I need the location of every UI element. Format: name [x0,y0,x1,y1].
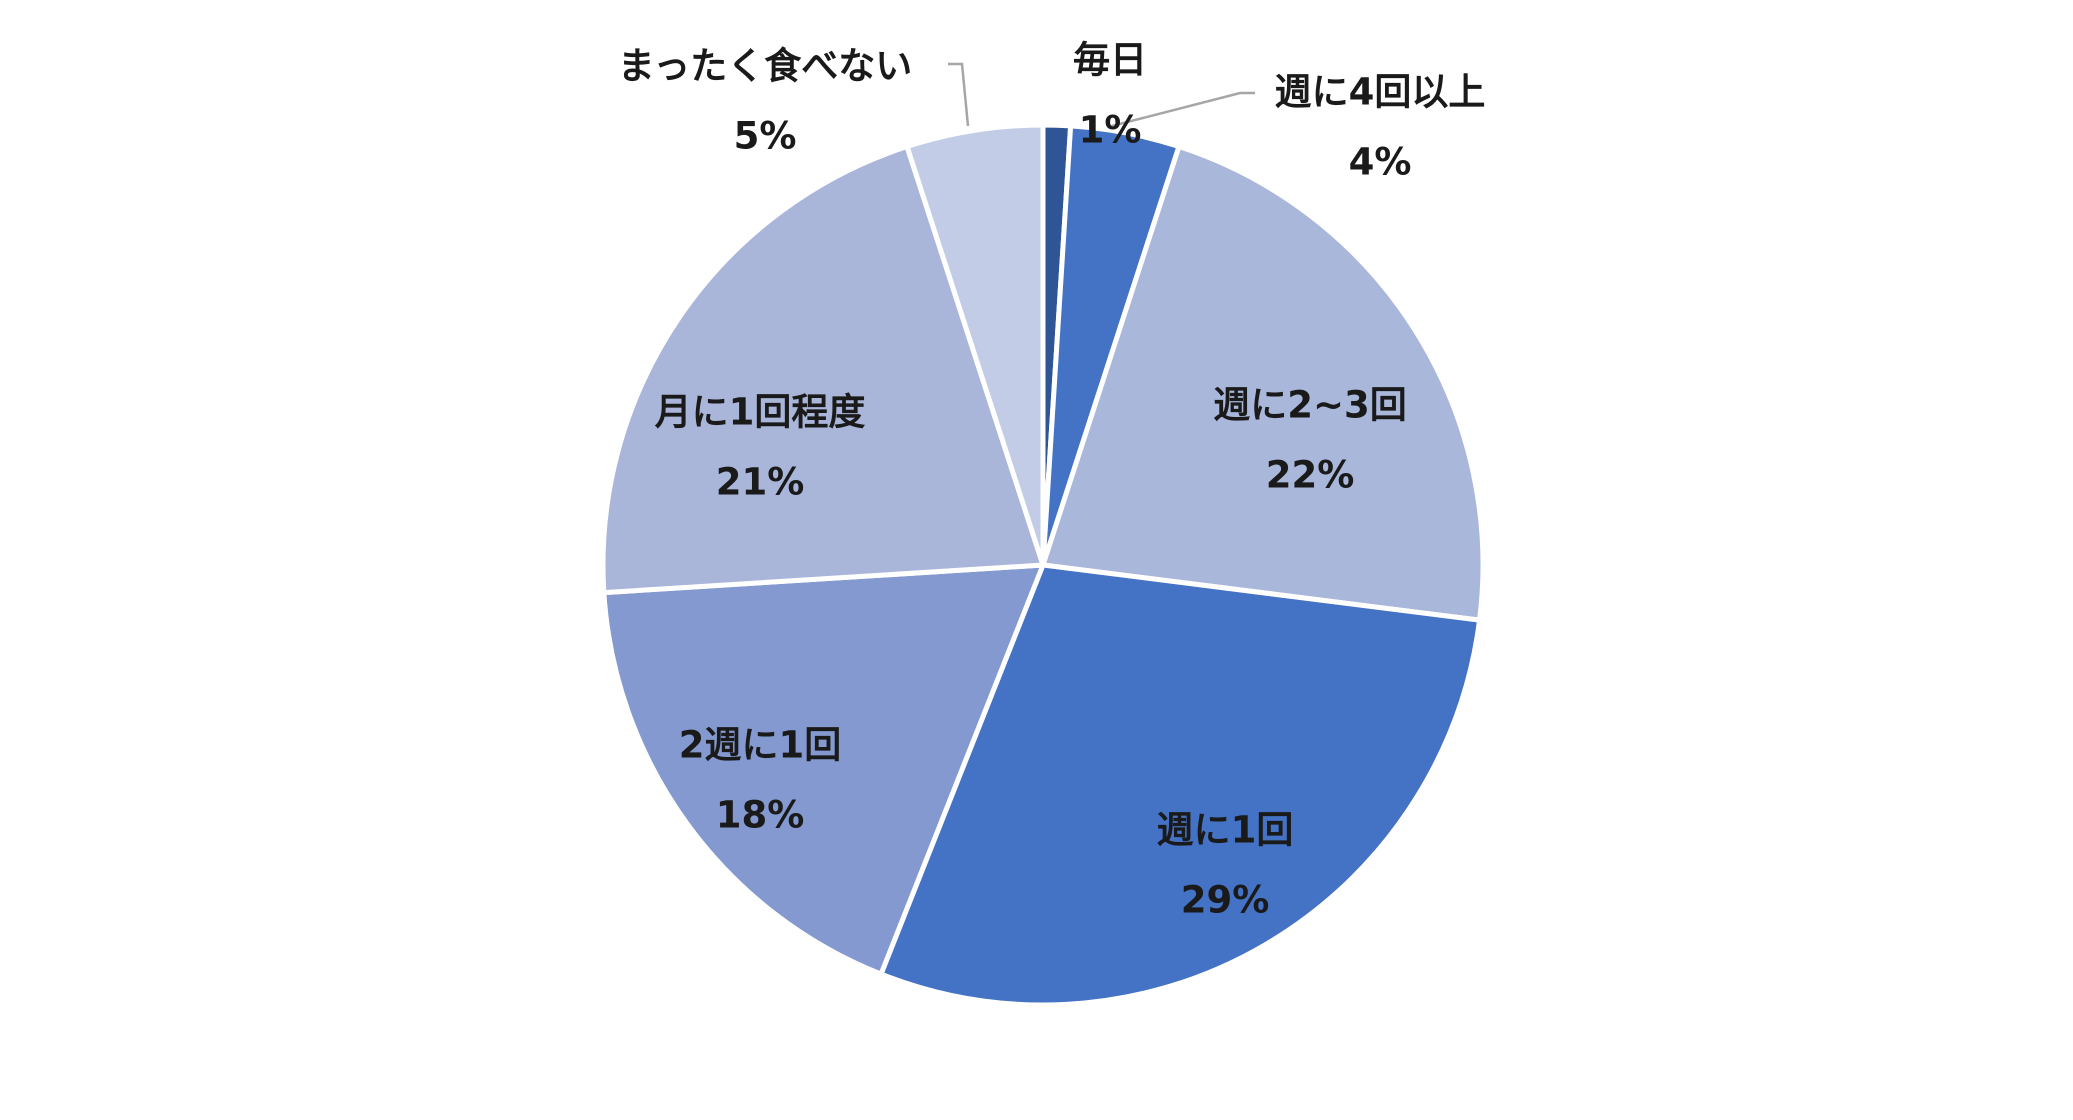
slice-label-5: 月に1回程度 [655,391,866,434]
slice-label-3: 週に1回 [1157,809,1294,852]
slices-layer [600,122,1486,1008]
slice-percent-4: 18% [716,794,805,837]
slice-percent-2: 22% [1266,454,1355,497]
slice-label-6: まったく食べない [618,45,913,88]
pie-slice-6 [904,122,1046,568]
slice-percent-5: 21% [716,461,805,504]
leader-lines-layer [948,62,1255,129]
slice-label-4: 2週に1回 [679,724,842,767]
leader-line-6 [948,62,970,127]
pie-slice-3 [878,562,1483,1008]
slice-percent-6: 5% [734,115,797,158]
pie-slice-5 [600,144,1046,596]
slice-percent-1: 4% [1349,141,1412,184]
labels-layer: 毎日 1% 週に4回以上 4% 週に2~3回 22% 週に1回 29% 2週に1回 18% 月に1回… [618,39,1486,922]
slice-label-1: 週に4回以上 [1275,71,1486,114]
slice-percent-3: 29% [1181,879,1270,922]
leader-line-1 [1107,91,1255,129]
slice-percent-0: 1% [1079,109,1142,152]
pie-slice-2 [1040,144,1486,623]
pie-slice-4 [601,562,1046,977]
slice-label-2: 週に2~3回 [1213,384,1407,427]
slice-label-0: 毎日 [1073,39,1147,82]
